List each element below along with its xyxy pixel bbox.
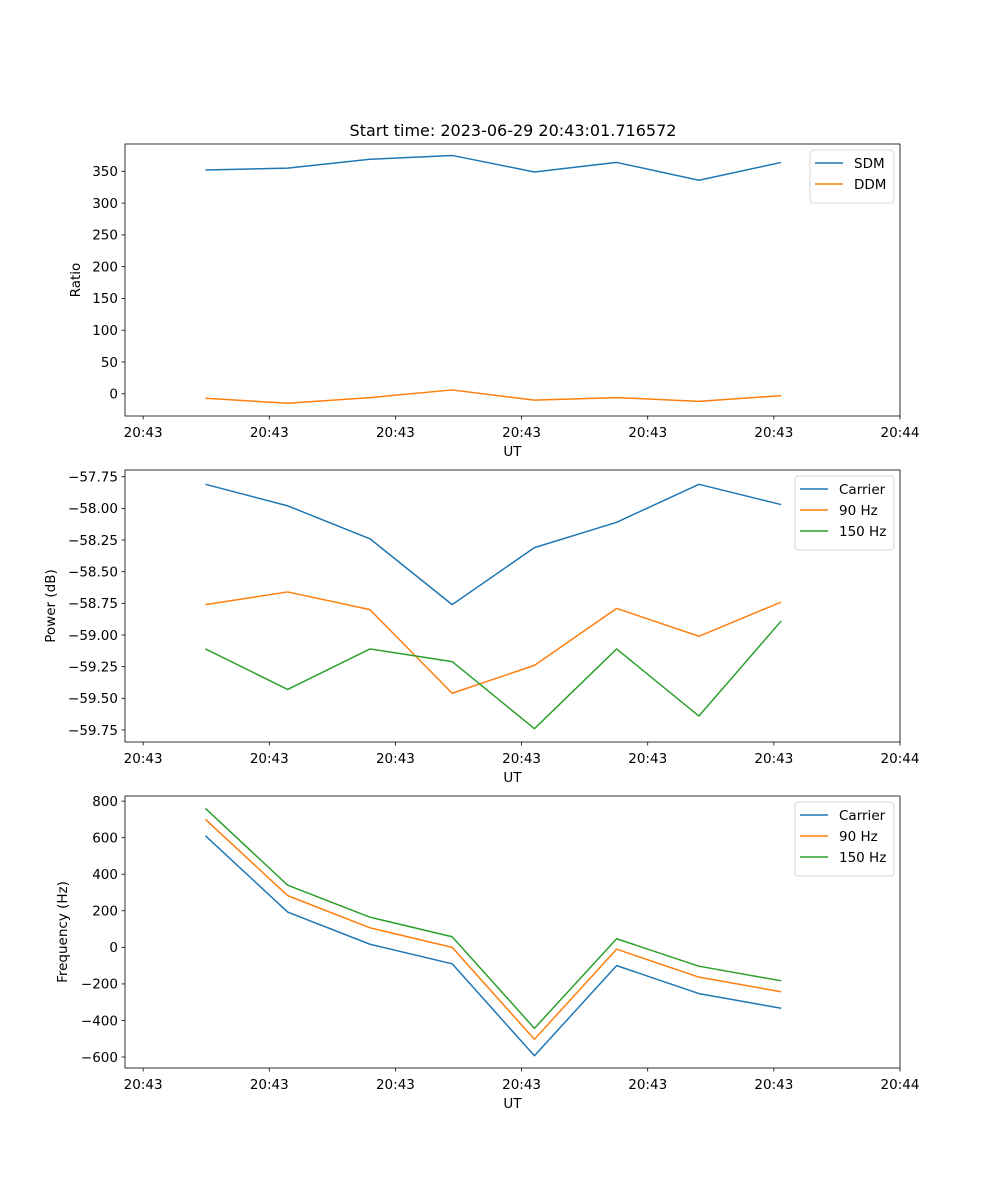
x-tick-label: 20:43 bbox=[628, 1077, 667, 1093]
chart-title: Start time: 2023-06-29 20:43:01.716572 bbox=[350, 121, 677, 140]
y-tick-label: −200 bbox=[81, 977, 118, 993]
series-line-150-hz bbox=[204, 807, 782, 1030]
y-tick-label: −600 bbox=[81, 1050, 118, 1066]
series-line-90-hz bbox=[205, 591, 782, 694]
y-tick-label: −58.50 bbox=[68, 564, 118, 580]
x-tick-label: 20:44 bbox=[881, 1077, 920, 1093]
series-line-90-hz bbox=[204, 818, 782, 1041]
x-tick-label: 20:43 bbox=[250, 751, 289, 767]
y-tick-label: −57.75 bbox=[68, 470, 118, 486]
series-line-carrier bbox=[204, 835, 782, 1057]
x-tick-label: 20:43 bbox=[124, 1077, 163, 1093]
y-axis-label: Power (dB) bbox=[43, 569, 59, 642]
x-tick-label: 20:44 bbox=[881, 425, 920, 441]
y-tick-label: 0 bbox=[109, 940, 118, 956]
x-tick-label: 20:43 bbox=[124, 751, 163, 767]
panel-3: 800 600 400 200 0 −200 −400 −600 20:43 20:43 20:43… bbox=[55, 794, 919, 1112]
x-tick-label: 20:43 bbox=[376, 751, 415, 767]
x-tick-label: 20:43 bbox=[502, 1077, 541, 1093]
legend-label: DDM bbox=[854, 177, 886, 193]
y-tick-label: 350 bbox=[92, 164, 118, 180]
y-tick-label: −59.25 bbox=[68, 659, 118, 675]
y-tick-label: −400 bbox=[81, 1013, 118, 1029]
y-tick-label: 250 bbox=[92, 228, 118, 244]
y-tick-label: −59.50 bbox=[68, 691, 118, 707]
series-line-sdm bbox=[205, 154, 782, 181]
panel-2: −57.75 −58.00 −58.25 −58.50 −58.75 −59.00 −59.… bbox=[43, 470, 919, 786]
legend: Carrier 90 Hz 150 Hz bbox=[794, 801, 895, 877]
x-tick-label: 20:43 bbox=[124, 425, 163, 441]
y-tick-label: −58.75 bbox=[68, 596, 118, 612]
y-tick-label: 300 bbox=[92, 196, 118, 212]
legend-label: 90 Hz bbox=[839, 829, 878, 845]
legend-label: 90 Hz bbox=[839, 503, 878, 519]
legend-label: Carrier bbox=[839, 482, 886, 498]
x-tick-label: 20:43 bbox=[502, 425, 541, 441]
legend-label: 150 Hz bbox=[839, 850, 886, 866]
y-tick-label: −59.75 bbox=[68, 723, 118, 739]
x-tick-label: 20:43 bbox=[628, 751, 667, 767]
series-line-ddm bbox=[205, 389, 782, 405]
x-tick-label: 20:43 bbox=[376, 1077, 415, 1093]
y-tick-label: 200 bbox=[92, 904, 118, 920]
y-tick-label: 600 bbox=[92, 830, 118, 846]
axes-frame bbox=[124, 143, 901, 417]
axes-frame bbox=[124, 469, 901, 743]
y-tick-label: 100 bbox=[92, 323, 118, 339]
y-tick-label: −58.25 bbox=[68, 533, 118, 549]
y-tick-label: 400 bbox=[92, 867, 118, 883]
x-tick-label: 20:43 bbox=[502, 751, 541, 767]
series-line-carrier bbox=[205, 483, 782, 606]
y-tick-label: 150 bbox=[92, 291, 118, 307]
x-tick-label: 20:43 bbox=[628, 425, 667, 441]
panels: 0 50 100 150 200 250 300 350 20:43 20:43 20:43 20:4… bbox=[43, 143, 920, 1112]
legend-label: Carrier bbox=[839, 808, 886, 824]
legend-label: 150 Hz bbox=[839, 524, 886, 540]
legend: SDM DDM bbox=[809, 149, 895, 204]
x-tick-label: 20:43 bbox=[754, 751, 793, 767]
x-axis-label: UT bbox=[503, 444, 522, 460]
y-axis-label: Frequency (Hz) bbox=[55, 881, 71, 983]
y-tick-label: 0 bbox=[109, 387, 118, 403]
x-tick-label: 20:43 bbox=[250, 1077, 289, 1093]
panel-1: 0 50 100 150 200 250 300 350 20:43 20:43 20:43 20:4… bbox=[68, 143, 920, 460]
axes-frame bbox=[124, 795, 901, 1069]
x-tick-label: 20:43 bbox=[250, 425, 289, 441]
x-tick-label: 20:43 bbox=[376, 425, 415, 441]
legend-label: SDM bbox=[854, 156, 885, 172]
y-tick-label: −58.00 bbox=[68, 501, 118, 517]
x-axis-label: UT bbox=[503, 770, 522, 786]
x-tick-label: 20:44 bbox=[881, 751, 920, 767]
x-tick-label: 20:43 bbox=[754, 425, 793, 441]
y-tick-label: 50 bbox=[101, 355, 118, 371]
x-tick-label: 20:43 bbox=[754, 1077, 793, 1093]
y-axis-label: Ratio bbox=[68, 263, 84, 298]
y-tick-label: 800 bbox=[92, 794, 118, 810]
x-axis-label: UT bbox=[503, 1096, 522, 1112]
y-tick-label: −59.00 bbox=[68, 628, 118, 644]
legend: Carrier 90 Hz 150 Hz bbox=[794, 475, 895, 551]
series-line-150-hz bbox=[205, 620, 782, 730]
y-tick-label: 200 bbox=[92, 259, 118, 275]
